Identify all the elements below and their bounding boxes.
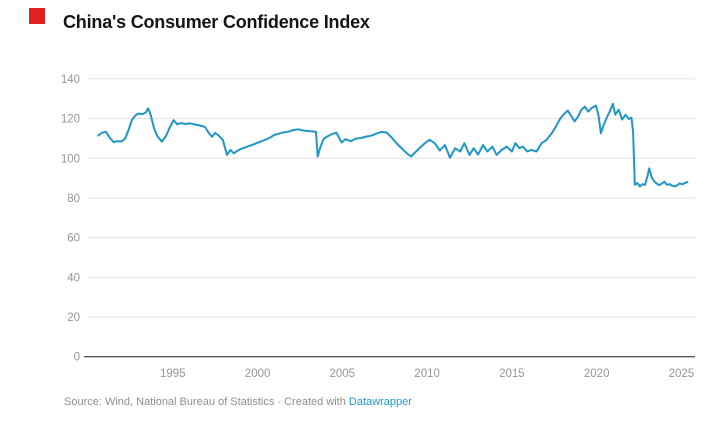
x-tick-label: 2015: [499, 368, 525, 380]
y-tick-label: 60: [67, 233, 80, 245]
x-tick-label: 2025: [669, 368, 695, 380]
y-tick-label: 80: [67, 193, 80, 205]
datawrapper-link[interactable]: Datawrapper: [348, 396, 412, 408]
y-tick-label: 100: [61, 153, 80, 165]
source-line: Source: Wind, National Bureau of Statist…: [64, 396, 412, 408]
y-tick-label: 20: [67, 312, 80, 324]
y-tick-label: 40: [67, 272, 80, 284]
chart-title: China's Consumer Confidence Index: [63, 12, 370, 32]
y-tick-label: 140: [61, 74, 80, 86]
x-tick-label: 2005: [330, 368, 356, 380]
x-tick-label: 1995: [160, 368, 186, 380]
x-tick-label: 2020: [584, 368, 610, 380]
x-tick-label: 2010: [414, 368, 440, 380]
y-tick-label: 0: [74, 352, 80, 364]
source-text: Source: Wind, National Bureau of Statist…: [64, 396, 349, 408]
y-tick-label: 120: [61, 114, 80, 126]
cci-line-series: [97, 102, 689, 188]
logo-red-square: [29, 8, 45, 24]
x-tick-label: 2000: [245, 368, 271, 380]
